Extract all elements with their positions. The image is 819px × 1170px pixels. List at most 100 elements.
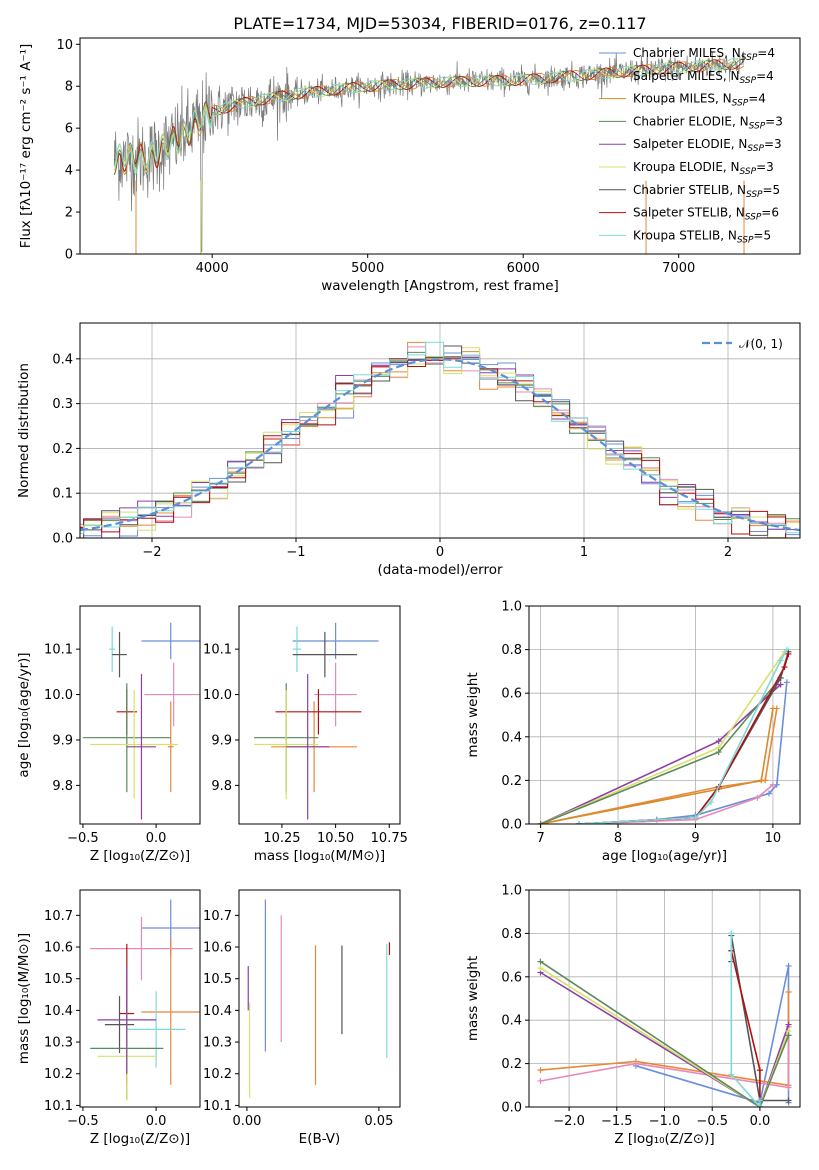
axes-frame — [238, 605, 401, 825]
x-tick-label: 0.00 — [232, 1114, 261, 1129]
y-tick-label: 0.8 — [501, 927, 522, 942]
y-tick-label: 0.3 — [52, 397, 73, 412]
y-tick-label: 0.4 — [52, 352, 73, 367]
x-tick-label: −1.0 — [649, 1114, 681, 1129]
legend-label-chabrier_stelib: Chabrier STELIB, NSSP=5 — [633, 183, 780, 200]
mass_vs_Z-panel: −0.5 0.0 10.1 10.2 10.3 10.4 10.5 10.6 10.7 Z [lo… — [16, 889, 201, 1147]
y-tick-label: 10.1 — [203, 643, 232, 658]
series-marker-kroupa_stelib — [777, 657, 784, 664]
y-axis-label: Flux [fλ10⁻¹⁷ erg cm⁻² s⁻¹ A⁻¹] — [18, 44, 34, 249]
x-tick-label: 0.0 — [146, 831, 167, 846]
x-tick-label: −0.5 — [67, 831, 99, 846]
y-tick-label: 1.0 — [501, 600, 522, 615]
series-marker-chabrier_miles — [766, 790, 773, 797]
x-tick-label: 10 — [765, 831, 782, 846]
x-axis-label: mass [log₁₀(M/M⊙)] — [254, 848, 385, 864]
mass_vs_ebv-points — [247, 899, 391, 1098]
series-marker-salpeter_elodie — [777, 681, 784, 688]
y-tick-label: 10.1 — [44, 643, 73, 658]
weight_vs_Z-series — [537, 930, 792, 1107]
series-marker-pink — [537, 1077, 544, 1084]
x-tick-label: 1 — [580, 545, 588, 560]
series-marker-salpeter_miles — [785, 988, 792, 995]
series-marker-salpeter_elodie — [715, 738, 722, 745]
gaussian-curve — [80, 358, 800, 532]
y-tick-label: 8 — [65, 80, 73, 95]
y-tick-label: 10.2 — [44, 1067, 73, 1082]
spectrum-panel: 4000 5000 6000 7000 0 2 4 6 8 10 wavelength [Angst… — [18, 37, 801, 294]
legend-label-kroupa_miles: Kroupa MILES, NSSP=4 — [633, 92, 766, 109]
legend-label-salpeter_elodie: Salpeter ELODIE, NSSP=3 — [633, 137, 782, 154]
series-line-pink — [579, 784, 774, 824]
series-marker-salpeter_miles — [537, 1067, 544, 1074]
series-marker-pink — [754, 794, 761, 801]
age_vs_Z-points — [82, 622, 200, 820]
y-axis-label: mass weight — [465, 956, 481, 1041]
y-axis-label: mass [log₁₀(M/M⊙)] — [16, 933, 32, 1064]
series-marker-chabrier_elodie — [785, 1032, 792, 1039]
legend-label-gaussian: 𝒩(0, 1) — [739, 337, 783, 351]
x-tick-label: −1.5 — [601, 1114, 633, 1129]
figure-title: PLATE=1734, MJD=53034, FIBERID=0176, z=0… — [233, 14, 646, 33]
series-marker-pink — [769, 781, 776, 788]
y-tick-label: 0.8 — [501, 643, 522, 658]
series-marker-chabrier_miles — [783, 679, 790, 686]
axes-frame — [79, 322, 801, 539]
series-marker-salpeter_elodie — [785, 1021, 792, 1028]
x-axis-label: Z [log₁₀(Z/Z⊙)] — [90, 848, 190, 864]
y-tick-label: 2 — [65, 206, 73, 221]
series-marker-kroupa_stelib — [692, 814, 699, 821]
y-tick-label: 0.4 — [501, 1014, 522, 1029]
x-axis-label: Z [log₁₀(Z/Z⊙)] — [90, 1131, 190, 1147]
series-marker-chabrier_elodie — [715, 749, 722, 756]
y-tick-label: 0.6 — [501, 970, 522, 985]
legend-label-salpeter_stelib: Salpeter STELIB, NSSP=6 — [633, 206, 779, 223]
y-tick-label: 10.5 — [44, 972, 73, 987]
residual-histograms — [80, 341, 800, 538]
y-tick-label: 0.2 — [52, 442, 73, 457]
series-marker-kroupa_stelib — [783, 646, 790, 653]
x-axis-label: wavelength [Angstrom, rest frame] — [321, 278, 559, 294]
y-tick-label: 10.0 — [203, 688, 232, 703]
series-marker-chabrier_stelib — [785, 1097, 792, 1104]
series-line-kroupa_miles — [540, 708, 774, 824]
axes-frame — [79, 37, 801, 255]
x-axis-label: (data-model)/error — [377, 562, 503, 578]
y-tick-label: 0.0 — [501, 818, 522, 833]
age_vs_Z-panel: −0.5 0.0 9.8 9.9 10.0 10.1 Z [log₁₀(Z/Z⊙)] age … — [16, 605, 201, 864]
spectrum-legend: Chabrier MILES, NSSP=4 Salpeter MILES, NS… — [599, 46, 783, 245]
legend-label-chabrier_elodie: Chabrier ELODIE, NSSP=3 — [633, 114, 783, 131]
x-tick-label: 7 — [536, 831, 544, 846]
x-tick-label: −2 — [142, 545, 161, 560]
y-tick-label: 0.0 — [52, 532, 73, 547]
legend-label-chabrier_miles: Chabrier MILES, NSSP=4 — [633, 46, 775, 63]
y-tick-label: 10 — [56, 38, 73, 53]
y-tick-label: 9.9 — [211, 733, 232, 748]
series-marker-kroupa_stelib — [728, 930, 735, 937]
series-marker-kroupa_stelib — [756, 1104, 763, 1107]
y-tick-label: 10.5 — [203, 972, 232, 987]
y-tick-label: 10.1 — [203, 1099, 232, 1114]
x-tick-label: 8 — [614, 831, 622, 846]
series-marker-chabrier_miles — [785, 962, 792, 969]
weight_vs_age-panel: 7 8 9 10 0.0 0.2 0.4 0.6 0.8 1.0 age [log₁₀(age/yr… — [465, 600, 801, 864]
histogram-kroupa_stelib — [80, 341, 800, 534]
axes-frame — [528, 889, 801, 1108]
y-tick-label: 10.4 — [44, 1004, 73, 1019]
x-tick-label: 10.75 — [371, 831, 408, 846]
axes-frame — [79, 605, 201, 825]
x-tick-label: 6000 — [507, 261, 540, 276]
axes-frame — [79, 889, 201, 1108]
y-axis-label: mass weight — [465, 672, 481, 757]
series-line-chabrier_elodie — [540, 960, 790, 1107]
series-marker-kroupa_stelib — [756, 1097, 763, 1104]
residuals-panel: −2 −1 0 1 2 0.0 0.1 0.2 0.3 0.4 (data-model)/error… — [16, 322, 801, 578]
y-tick-label: 0.6 — [501, 687, 522, 702]
y-tick-label: 1.0 — [501, 884, 522, 899]
histogram-salpeter_stelib — [80, 354, 800, 538]
y-tick-label: 0.2 — [501, 1057, 522, 1072]
model-line-kroupa_stelib — [113, 58, 745, 175]
axes-frame — [238, 889, 401, 1108]
series-line-kroupa_elodie — [540, 967, 790, 1107]
series-marker-kroupa_stelib — [576, 821, 583, 824]
